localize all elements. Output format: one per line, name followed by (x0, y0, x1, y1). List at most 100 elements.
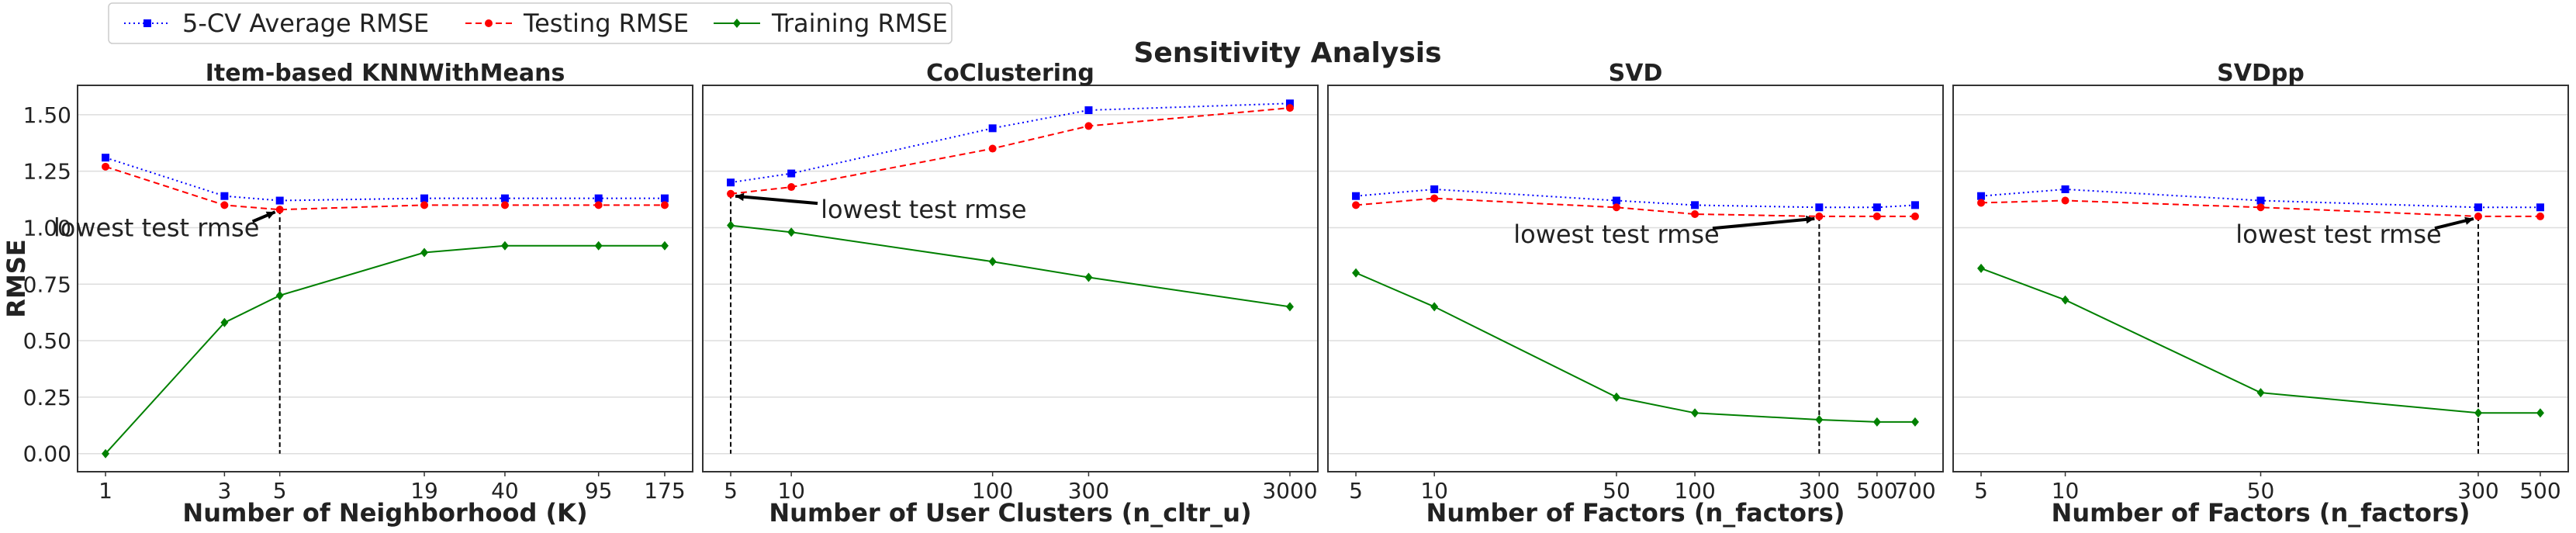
y-tick-label: 0.00 (23, 441, 71, 467)
legend-label-train: Training RMSE (771, 9, 948, 38)
series-test (1977, 196, 2544, 220)
data-point-cv (420, 194, 429, 202)
x-tick-label: 5 (724, 478, 738, 504)
x-tick-label: 100 (972, 478, 1013, 504)
data-point-cv (1691, 201, 1699, 209)
data-point-train (2474, 408, 2482, 418)
series-train (102, 241, 669, 459)
data-point-train (787, 227, 796, 237)
data-point-cv (1872, 203, 1881, 212)
x-tick-label: 300 (1068, 478, 1109, 504)
series-cv (727, 99, 1294, 187)
data-point-test (2536, 212, 2544, 220)
series-train (1352, 268, 1919, 427)
annotation-arrowhead (735, 192, 745, 202)
legend-marker-cv (143, 19, 151, 27)
annotation: lowest test rmse (735, 192, 1027, 224)
subplot-title: CoClustering (926, 60, 1094, 87)
gridlines (1328, 114, 1943, 455)
subplot-2: CoClustering 5 10 100 300 3000 Number of User … (702, 60, 1319, 528)
annotation-text: lowest test rmse (1513, 220, 1719, 249)
data-point-train (102, 448, 110, 459)
gridlines (78, 114, 693, 455)
data-point-test (1691, 210, 1699, 218)
data-point-train (594, 241, 603, 251)
legend-item-cv: 5-CV Average RMSE (124, 9, 429, 38)
x-axis-label: Number of Neighborhood (K) (182, 498, 587, 528)
data-point-train (727, 220, 735, 230)
data-point-test (420, 201, 429, 209)
data-point-test (1352, 201, 1361, 209)
data-point-train (1815, 415, 1824, 425)
data-point-test (1977, 199, 1986, 207)
data-point-train (2061, 295, 2069, 305)
y-tick-label: 0.25 (23, 385, 71, 410)
data-point-train (2256, 388, 2265, 398)
series-test (727, 104, 1294, 198)
legend-item-test: Testing RMSE (465, 9, 689, 38)
gridlines (703, 114, 1318, 455)
data-point-test (727, 189, 735, 198)
series-test (1352, 194, 1919, 220)
data-point-cv (1285, 99, 1294, 108)
gridlines (1953, 114, 2568, 455)
x-tick-label: 700 (1894, 478, 1935, 504)
axes-frame (1327, 85, 1944, 472)
x-tick-label: 100 (1674, 478, 1715, 504)
series-test (102, 162, 669, 214)
x-axis-label: Number of Factors (n_factors) (2052, 498, 2471, 528)
x-tick-label: 500 (1856, 478, 1897, 504)
data-point-test (2256, 203, 2265, 212)
legend-marker-train (733, 19, 741, 28)
data-point-cv (2536, 203, 2544, 212)
suptitle: Sensitivity Analysis (1133, 37, 1441, 69)
data-point-cv (727, 178, 735, 187)
data-point-cv (594, 194, 603, 202)
x-axis-label: Number of Factors (n_factors) (1426, 498, 1845, 528)
series-train (727, 220, 1294, 312)
subplot-title: Item-based KNNWithMeans (206, 60, 565, 87)
data-point-cv (1612, 196, 1620, 205)
subplot-title: SVD (1609, 60, 1663, 87)
data-point-train (1285, 302, 1294, 312)
data-point-cv (1815, 203, 1824, 212)
annotation: lowest test rmse (2235, 216, 2474, 249)
x-tick-label: 175 (644, 478, 685, 504)
y-tick-label: 0.50 (23, 328, 71, 354)
data-point-test (1815, 212, 1824, 220)
legend: 5-CV Average RMSE Testing RMSE Training RM… (108, 2, 953, 44)
legend-label-test: Testing RMSE (523, 9, 689, 38)
legend-frame (108, 2, 953, 44)
data-point-test (988, 144, 997, 153)
data-point-train (275, 290, 284, 300)
data-point-cv (988, 124, 997, 133)
annotation-arrow (735, 194, 818, 206)
y-tick-label: 1.25 (23, 159, 71, 185)
data-point-train (1910, 417, 1919, 427)
data-point-cv (500, 194, 509, 202)
data-point-train (500, 241, 509, 251)
data-point-cv (275, 196, 284, 205)
x-tick-label: 10 (1420, 478, 1448, 504)
x-tick-label: 19 (410, 478, 438, 504)
subplot-title: SVDpp (2217, 60, 2305, 87)
data-point-train (1872, 417, 1881, 427)
data-point-train (420, 247, 429, 258)
legend-label-cv: 5-CV Average RMSE (182, 9, 429, 38)
x-tick-label: 5 (273, 478, 287, 504)
data-point-test (2061, 196, 2069, 205)
annotation-arrow (1712, 216, 1815, 230)
data-point-cv (660, 194, 669, 202)
annotation-text: lowest test rmse (821, 195, 1026, 224)
data-point-train (1691, 408, 1699, 418)
data-point-test (1612, 203, 1620, 212)
x-tick-label: 50 (1603, 478, 1630, 504)
x-tick-label: 300 (1799, 478, 1840, 504)
data-point-train (2536, 408, 2544, 418)
data-point-test (787, 183, 796, 192)
annotation: lowest test rmse (54, 210, 276, 242)
data-point-test (1430, 194, 1439, 202)
x-axis-label: Number of User Clusters (n_cltr_u) (769, 498, 1251, 528)
